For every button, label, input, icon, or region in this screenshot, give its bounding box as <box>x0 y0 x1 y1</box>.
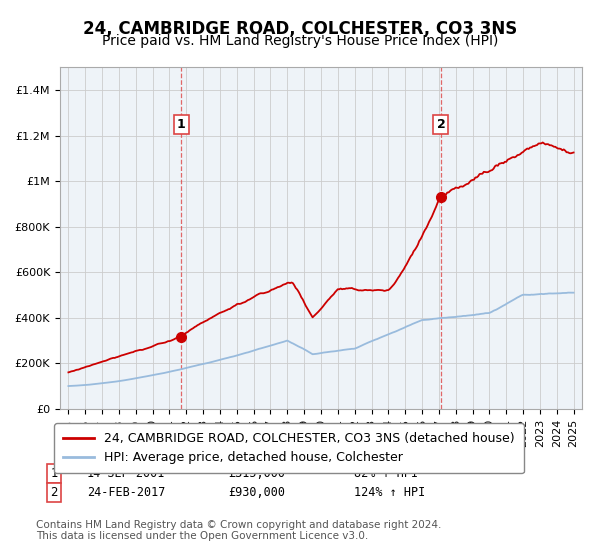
Legend: 24, CAMBRIDGE ROAD, COLCHESTER, CO3 3NS (detached house), HPI: Average price, de: 24, CAMBRIDGE ROAD, COLCHESTER, CO3 3NS … <box>54 423 524 473</box>
Text: 1: 1 <box>177 118 186 130</box>
Text: Price paid vs. HM Land Registry's House Price Index (HPI): Price paid vs. HM Land Registry's House … <box>102 34 498 48</box>
Text: 82% ↑ HPI: 82% ↑ HPI <box>354 466 418 480</box>
Text: Contains HM Land Registry data © Crown copyright and database right 2024.
This d: Contains HM Land Registry data © Crown c… <box>36 520 442 542</box>
Text: 2: 2 <box>437 118 445 130</box>
Text: 1: 1 <box>50 466 58 480</box>
Text: £315,000: £315,000 <box>228 466 285 480</box>
Text: 24-FEB-2017: 24-FEB-2017 <box>87 486 166 500</box>
Text: 24, CAMBRIDGE ROAD, COLCHESTER, CO3 3NS: 24, CAMBRIDGE ROAD, COLCHESTER, CO3 3NS <box>83 20 517 38</box>
Text: 124% ↑ HPI: 124% ↑ HPI <box>354 486 425 500</box>
Text: £930,000: £930,000 <box>228 486 285 500</box>
Text: 2: 2 <box>50 486 58 500</box>
Text: 14-SEP-2001: 14-SEP-2001 <box>87 466 166 480</box>
